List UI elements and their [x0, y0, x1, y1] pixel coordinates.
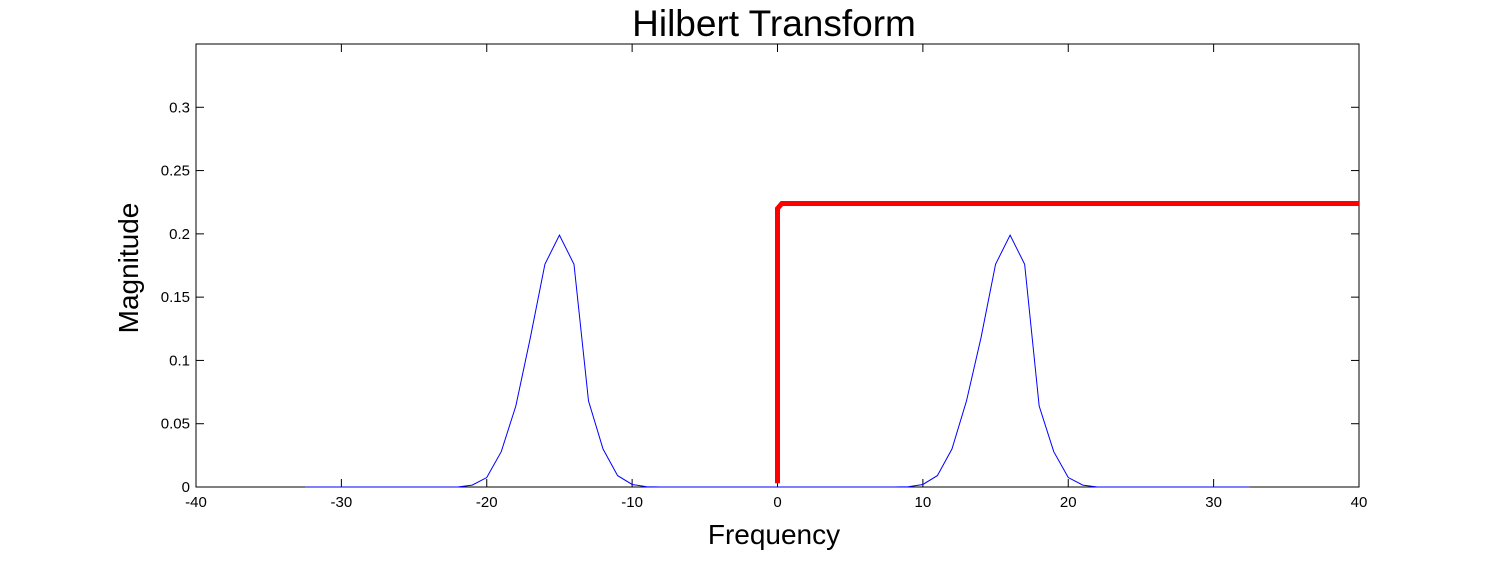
- x-tick-label: 30: [1205, 494, 1222, 511]
- y-tick-label: 0.05: [161, 416, 190, 433]
- x-tick-label: -30: [331, 494, 353, 511]
- y-tick-label: 0.25: [161, 163, 190, 180]
- y-tick-label: 0.3: [169, 99, 190, 116]
- y-tick-label: 0: [182, 479, 190, 496]
- y-tick-label: 0.2: [169, 226, 190, 243]
- x-tick-label: -40: [185, 494, 207, 511]
- series-line-0: [305, 234, 1250, 488]
- chart-title: Hilbert Transform: [632, 3, 916, 44]
- x-tick-label: 20: [1060, 494, 1077, 511]
- series-line-1: [775, 200, 1359, 484]
- x-tick-label: 0: [773, 494, 781, 511]
- x-tick-label: -10: [621, 494, 643, 511]
- y-axis-label: Magnitude: [113, 203, 144, 334]
- x-tick-label: 10: [915, 494, 932, 511]
- x-axis-label: Frequency: [708, 519, 840, 550]
- y-axis-ticks: 0 0.05 0.1 0.15 0.2 0.25 0.3: [161, 99, 1359, 496]
- y-tick-label: 0.1: [169, 352, 190, 369]
- x-tick-label: 40: [1351, 494, 1368, 511]
- x-tick-label: -20: [476, 494, 498, 511]
- series-layer: [305, 200, 1359, 488]
- y-tick-label: 0.15: [161, 289, 190, 306]
- x-axis-ticks: -40 -30 -20 -10 0 10 20 30 40: [185, 44, 1367, 511]
